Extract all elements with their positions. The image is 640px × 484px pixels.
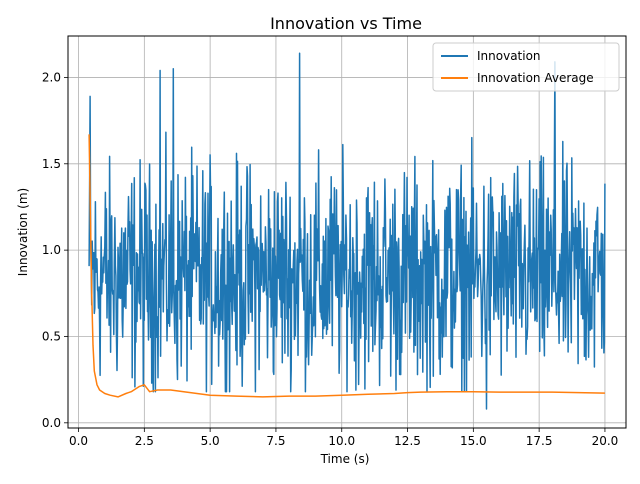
axes-frame [67, 35, 627, 429]
x-tick-label: 7.5 [266, 434, 285, 448]
series-line-innovation [88, 52, 606, 410]
plot-area [88, 52, 606, 410]
legend-label-innovation: Innovation [477, 49, 541, 63]
x-tick-label: 17.5 [526, 434, 553, 448]
x-tick-label: 5.0 [201, 434, 220, 448]
x-tick-label: 0.0 [69, 434, 88, 448]
y-tick-label: 1.0 [42, 243, 61, 257]
x-tick-label: 2.5 [135, 434, 154, 448]
y-tick-label: 1.5 [42, 157, 61, 171]
legend: Innovation Innovation Average [432, 42, 620, 92]
chart-title: Innovation vs Time [270, 14, 422, 33]
x-tick-label: 20.0 [592, 434, 619, 448]
x-tick-label: 12.5 [394, 434, 421, 448]
y-tick-label: 0.5 [42, 329, 61, 343]
x-tick-label: 10.0 [328, 434, 355, 448]
legend-label-innovation-average: Innovation Average [477, 71, 594, 85]
series-line-innovation-average [88, 134, 605, 398]
legend-box [432, 42, 620, 92]
ticks: 0.0 2.5 5.0 7.5 10.0 12.5 15.0 17.5 20.0 0.0 0.5 1.… [42, 70, 618, 448]
y-tick-label: 0.0 [42, 416, 61, 430]
y-axis-label: Innovation (m) [16, 188, 30, 276]
x-tick-label: 15.0 [460, 434, 487, 448]
y-tick-label: 2.0 [42, 70, 61, 84]
x-axis-label: Time (s) [320, 452, 370, 466]
